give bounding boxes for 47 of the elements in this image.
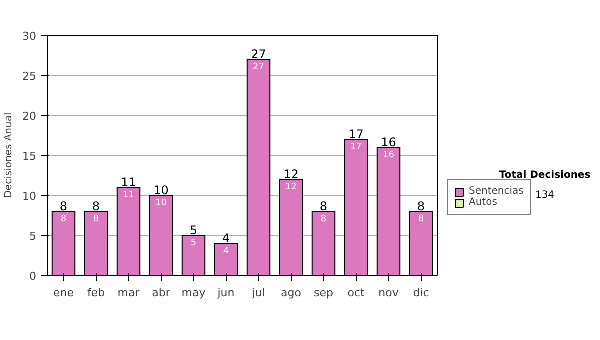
data-label: 16: [383, 150, 395, 160]
y-tick-label: 5: [30, 230, 36, 243]
total-label: 16: [381, 136, 396, 150]
data-label: 11: [123, 190, 134, 200]
data-label: 17: [350, 142, 362, 152]
x-tick-label: jun: [216, 286, 235, 300]
x-tick-label: nov: [378, 286, 400, 300]
x-tick-label: ago: [281, 286, 302, 300]
total-label: 8: [92, 200, 100, 214]
y-tick-label: 15: [22, 150, 37, 163]
data-label: 12: [286, 182, 297, 192]
data-label: 8: [320, 214, 327, 224]
y-tick-label: 0: [30, 270, 36, 283]
data-label: 27: [253, 62, 264, 72]
data-label: 4: [223, 246, 230, 256]
x-tick-label: may: [182, 286, 206, 300]
total-label: 8: [60, 200, 68, 214]
x-tick-label: mar: [118, 286, 140, 300]
x-tick-label: sep: [314, 286, 334, 300]
legend-label: Sentencias: [469, 186, 524, 197]
x-tick-label: dic: [413, 286, 430, 300]
total-label: 4: [222, 232, 230, 246]
total-label: 12: [284, 168, 299, 182]
x-tick-label: feb: [87, 286, 106, 300]
data-label: 8: [418, 214, 424, 224]
y-tick-label: 30: [22, 30, 37, 43]
x-tick-label: abr: [152, 286, 171, 300]
total-label: 5: [190, 224, 198, 238]
total-label: 8: [417, 200, 426, 214]
total-label: 17: [348, 128, 364, 142]
data-label: 10: [156, 198, 168, 208]
y-tick-label: 20: [22, 110, 37, 123]
x-tick-label: oct: [348, 286, 366, 300]
total-label: 10: [154, 184, 169, 198]
data-label: 8: [60, 214, 67, 224]
data-label: 5: [190, 238, 197, 248]
annotation: Total Decisiones: [498, 170, 592, 181]
legend-label: Autos: [469, 197, 498, 208]
y-axis-title: Decisiones Anual: [4, 112, 15, 198]
y-tick-label: 25: [22, 70, 37, 83]
total-label: 11: [121, 176, 136, 190]
data-label: 8: [93, 214, 100, 224]
total-label: 27: [251, 48, 266, 62]
total-label: 8: [320, 200, 328, 214]
y-tick-label: 10: [22, 190, 37, 203]
x-tick-label: jul: [251, 286, 266, 300]
x-tick-label: ene: [53, 286, 74, 300]
